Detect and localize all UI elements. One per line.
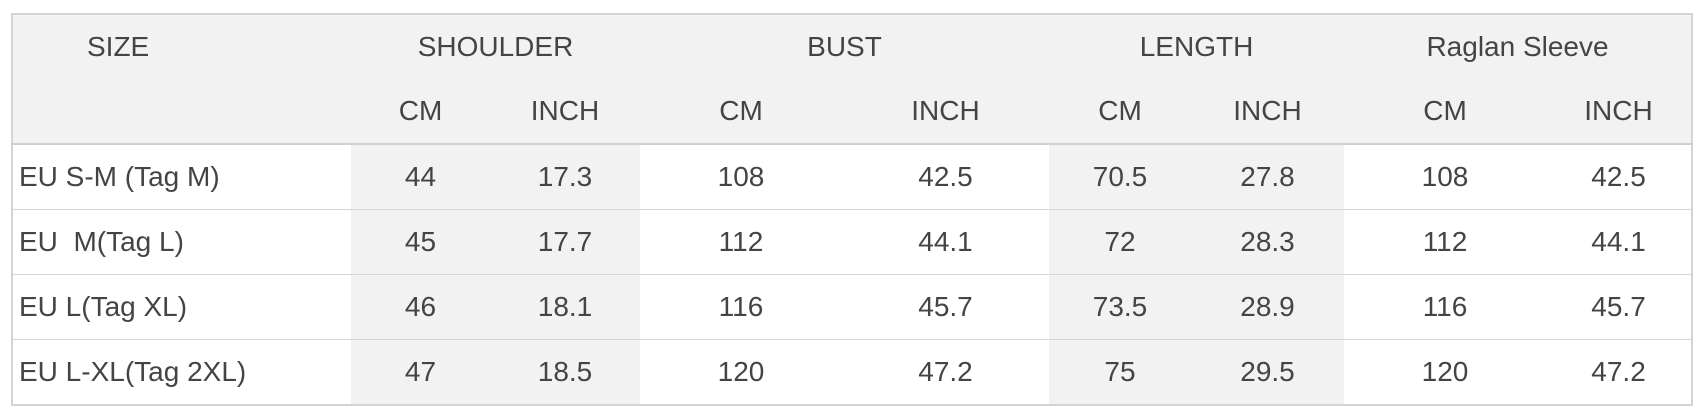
table-cell: 28.9	[1191, 274, 1345, 340]
table-cell: 28.3	[1191, 209, 1345, 275]
table-cell: 47	[351, 339, 490, 405]
table-cell: EU S-M (Tag M)	[12, 143, 351, 210]
table-cell: 27.8	[1191, 143, 1345, 210]
table-cell: 42.5	[1546, 143, 1693, 210]
table-cell: Raglan Sleeve	[1344, 14, 1693, 79]
table-cell: 44.1	[1546, 209, 1693, 275]
table-cell: BUST	[640, 14, 1049, 79]
table-cell: CM	[351, 79, 490, 145]
size-table: SIZE SHOULDER BUST LENGTH Raglan Sleeve CM INC…	[11, 13, 1694, 406]
table-row: EU L(Tag XL) 46 18.1 116 45.7 73.5 28.9 116 45.7	[12, 274, 1693, 340]
table-cell: 73.5	[1049, 274, 1191, 340]
table-cell: EU L(Tag XL)	[12, 274, 351, 340]
table-cell: EU L-XL(Tag 2XL)	[12, 339, 351, 405]
table-cell: 29.5	[1191, 339, 1345, 405]
table-row: CM INCH CM INCH CM INCH CM INCH	[12, 79, 1693, 145]
table-cell: SIZE	[12, 14, 351, 79]
table-row: SIZE SHOULDER BUST LENGTH Raglan Sleeve	[12, 14, 1693, 79]
table-row: EU S-M (Tag M) 44 17.3 108 42.5 70.5 27.8 108 42…	[12, 143, 1693, 210]
table-row: EU L-XL(Tag 2XL) 47 18.5 120 47.2 75 29.5 120 47…	[12, 339, 1693, 405]
table-cell: 116	[1344, 274, 1547, 340]
table-cell: 112	[640, 209, 842, 275]
table-cell: 120	[1344, 339, 1547, 405]
table-cell: 120	[640, 339, 842, 405]
table-cell: 45.7	[1546, 274, 1693, 340]
table-row: EU M(Tag L) 45 17.7 112 44.1 72 28.3 112 44.1	[12, 209, 1693, 275]
table-cell: 18.1	[490, 274, 640, 340]
table-cell: 42.5	[842, 143, 1049, 210]
table-cell: INCH	[1191, 79, 1345, 145]
table-cell: INCH	[1546, 79, 1693, 145]
table-cell: 108	[640, 143, 842, 210]
table-cell: 108	[1344, 143, 1547, 210]
table-cell: INCH	[842, 79, 1049, 145]
table-cell: 116	[640, 274, 842, 340]
table-cell: INCH	[490, 79, 640, 145]
table-cell: 46	[351, 274, 490, 340]
table-cell: 47.2	[842, 339, 1049, 405]
table-cell: 75	[1049, 339, 1191, 405]
table-cell: SHOULDER	[351, 14, 640, 79]
table-cell: 17.3	[490, 143, 640, 210]
table-cell: LENGTH	[1049, 14, 1345, 79]
table-cell: 47.2	[1546, 339, 1693, 405]
table-cell: 17.7	[490, 209, 640, 275]
table-cell: CM	[1049, 79, 1191, 145]
table-cell: 72	[1049, 209, 1191, 275]
table-cell: 70.5	[1049, 143, 1191, 210]
table-cell: 45.7	[842, 274, 1049, 340]
table-cell: 45	[351, 209, 490, 275]
table-cell: CM	[640, 79, 842, 145]
table-cell: 44	[351, 143, 490, 210]
table-cell	[12, 79, 351, 145]
table-cell: CM	[1344, 79, 1547, 145]
table-cell: EU M(Tag L)	[12, 209, 351, 275]
table-cell: 112	[1344, 209, 1547, 275]
table-cell: 44.1	[842, 209, 1049, 275]
table-cell: 18.5	[490, 339, 640, 405]
